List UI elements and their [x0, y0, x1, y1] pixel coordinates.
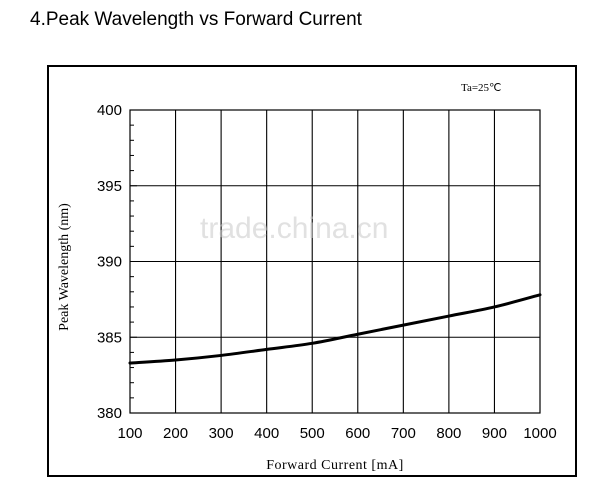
y-tick-label: 380: [97, 405, 122, 422]
y-tick-label: 400: [97, 102, 122, 119]
minor-ticks: [130, 109, 137, 414]
grid-lines: [130, 110, 540, 413]
x-tick-label: 1000: [523, 425, 556, 442]
x-tick-label: 300: [209, 425, 234, 442]
page-title: 4.Peak Wavelength vs Forward Current: [30, 9, 362, 30]
x-tick-label: 100: [117, 425, 142, 442]
x-axis-label: Forward Current [mA]: [266, 458, 404, 473]
x-tick-label: 900: [482, 425, 507, 442]
x-tick-label: 600: [345, 425, 370, 442]
series-layer: [128, 293, 542, 365]
x-tick-labels: 100 200 300 400 500 600 700 800 900 1000: [117, 425, 556, 442]
x-tick-label: 200: [163, 425, 188, 442]
chart-outer-frame: [47, 65, 577, 477]
series-line: [128, 293, 542, 365]
y-tick-label: 390: [97, 254, 122, 271]
y-tick-label: 395: [97, 178, 122, 195]
x-tick-label: 500: [300, 425, 325, 442]
plot-area-frame: [129, 109, 541, 414]
x-tick-label: 800: [436, 425, 461, 442]
annotation-temperature: Ta=25℃: [461, 82, 501, 94]
x-tick-label: 700: [391, 425, 416, 442]
x-tick-label: 400: [254, 425, 279, 442]
y-tick-label: 385: [97, 329, 122, 346]
y-axis-label: Peak Wavelength (nm): [57, 203, 72, 331]
y-tick-labels: 380 385 390 395 400: [97, 102, 122, 422]
